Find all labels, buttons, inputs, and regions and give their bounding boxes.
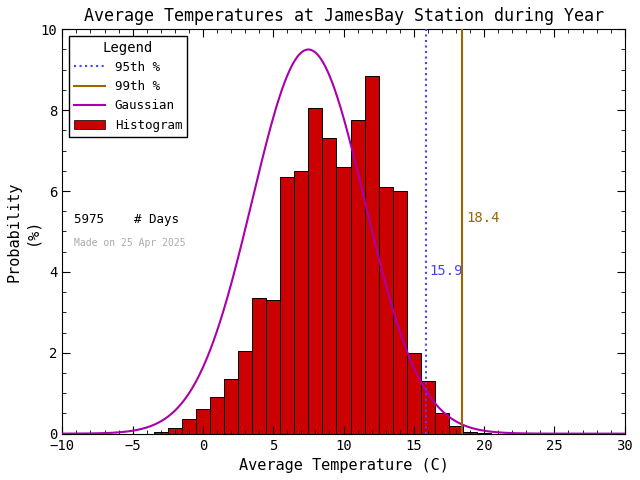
Bar — [351, 120, 365, 433]
Text: Made on 25 Apr 2025: Made on 25 Apr 2025 — [74, 238, 185, 248]
Bar — [379, 187, 393, 433]
Bar — [463, 432, 477, 433]
Bar — [449, 426, 463, 433]
Text: 18.4: 18.4 — [466, 211, 499, 225]
Title: Average Temperatures at JamesBay Station during Year: Average Temperatures at JamesBay Station… — [83, 7, 604, 25]
Bar — [393, 191, 407, 433]
Bar — [280, 177, 294, 433]
Bar — [365, 76, 379, 433]
Bar — [294, 171, 308, 433]
Bar — [182, 420, 196, 433]
Bar — [421, 381, 435, 433]
Y-axis label: Probability
(%): Probability (%) — [7, 181, 39, 282]
Bar — [337, 167, 351, 433]
Bar — [266, 300, 280, 433]
Bar — [196, 409, 210, 433]
Bar — [252, 298, 266, 433]
Bar — [435, 413, 449, 433]
Bar — [168, 428, 182, 433]
Bar — [308, 108, 323, 433]
Bar — [407, 353, 421, 433]
Bar — [238, 351, 252, 433]
Bar — [210, 397, 224, 433]
Bar — [224, 379, 238, 433]
Text: 5975    # Days: 5975 # Days — [74, 213, 179, 226]
Bar — [323, 138, 337, 433]
Text: 15.9: 15.9 — [429, 264, 463, 278]
X-axis label: Average Temperature (C): Average Temperature (C) — [239, 458, 449, 473]
Bar — [154, 432, 168, 433]
Legend: 95th %, 99th %, Gaussian, Histogram: 95th %, 99th %, Gaussian, Histogram — [68, 36, 188, 136]
